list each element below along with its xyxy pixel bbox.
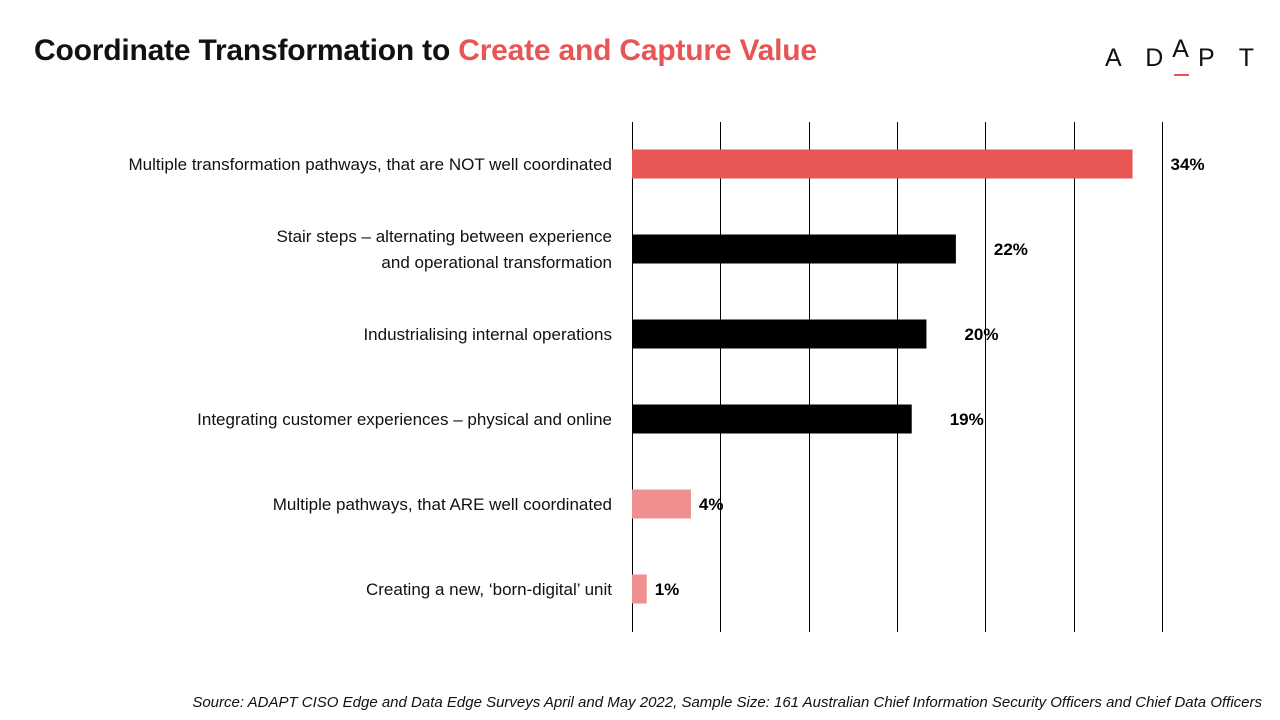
title-main: Coordinate Transformation to [34,34,459,67]
data-label: 34% [1171,155,1205,174]
adapt-logo: A DAP T [1105,35,1263,76]
data-label: 4% [699,495,724,514]
page-title: Coordinate Transformation to Create and … [34,34,817,68]
bar [632,489,691,519]
category-label: and operational transformation [381,253,612,272]
category-label: Creating a new, ‘born-digital’ unit [366,580,612,599]
bar [632,149,1133,179]
data-label: 20% [964,325,998,344]
category-label: Integrating customer experiences – physi… [197,410,612,429]
data-label: 22% [994,240,1028,259]
bar [632,319,927,349]
category-label: Multiple pathways, that ARE well coordin… [273,495,612,514]
category-label: Industrialising internal operations [363,325,612,344]
category-label: Stair steps – alternating between experi… [277,227,612,246]
title-accent: Create and Capture Value [458,34,817,67]
bar [632,404,912,434]
source-note: Source: ADAPT CISO Edge and Data Edge Su… [192,694,1262,711]
data-label: 1% [655,580,680,599]
category-label: Multiple transformation pathways, that a… [129,155,612,174]
data-label: 19% [950,410,984,429]
bar [632,574,647,604]
bar [632,234,956,264]
